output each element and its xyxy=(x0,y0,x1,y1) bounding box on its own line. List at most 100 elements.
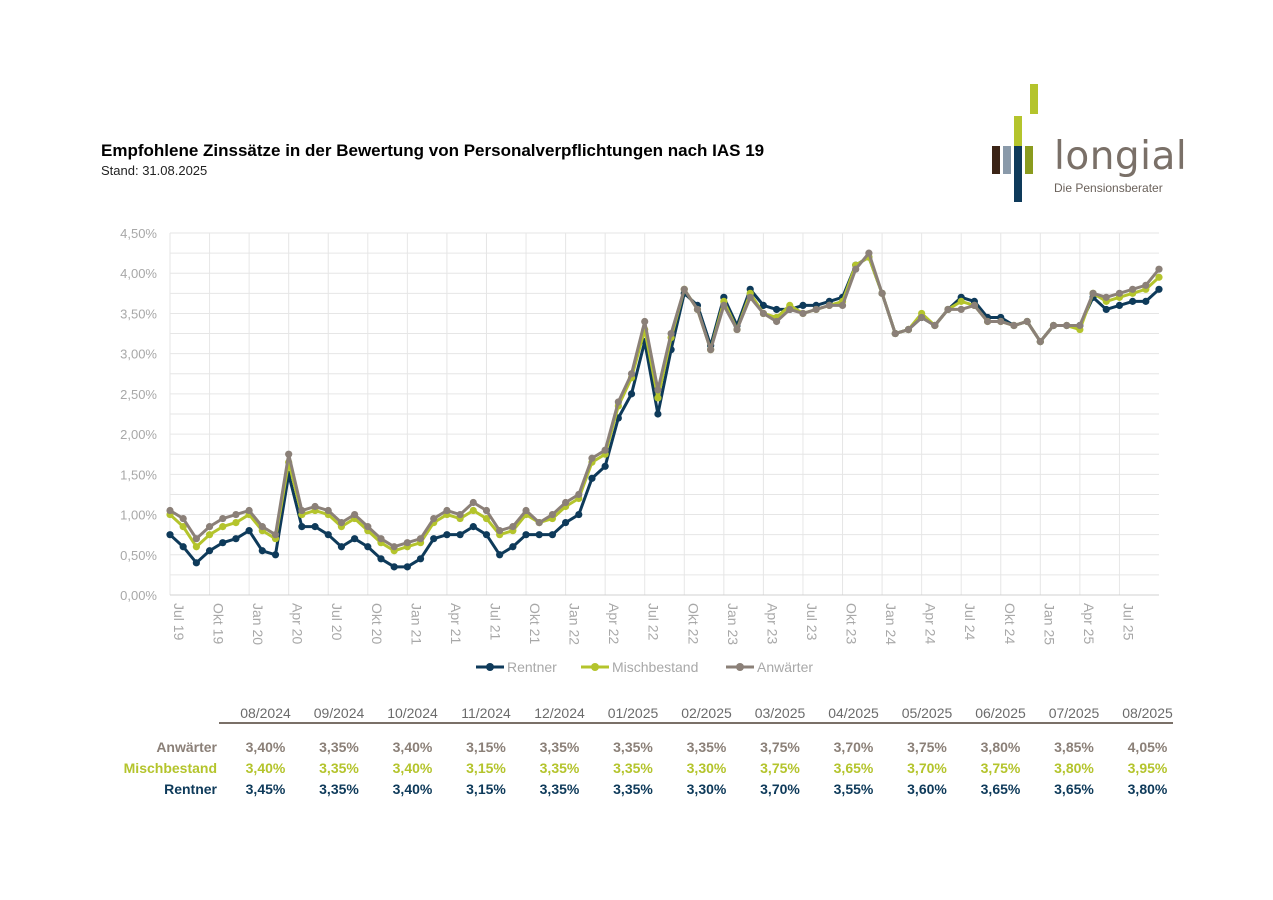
legend-label: Rentner xyxy=(507,659,557,675)
data-point-rentner xyxy=(377,555,385,563)
x-tick-label: Jul 19 xyxy=(171,603,187,641)
x-tick-label: Apr 20 xyxy=(290,603,306,644)
data-point-anwaerter xyxy=(179,514,187,523)
data-point-rentner xyxy=(482,531,491,539)
data-point-rentner xyxy=(311,523,319,531)
data-point-anwaerter xyxy=(641,317,649,326)
data-point-rentner xyxy=(324,531,332,539)
data-point-rentner xyxy=(1142,297,1150,305)
data-point-anwaerter xyxy=(588,454,596,462)
series-line-rentner xyxy=(168,255,1161,569)
data-point-rentner xyxy=(456,531,464,539)
grid xyxy=(169,232,1159,596)
data-point-anwaerter xyxy=(1115,289,1124,297)
y-tick-label: 0,50% xyxy=(120,548,157,563)
data-point-anwaerter xyxy=(772,317,781,326)
data-point-anwaerter xyxy=(192,535,200,543)
data-point-rentner xyxy=(166,531,174,539)
data-point-anwaerter xyxy=(707,346,715,354)
data-point-anwaerter xyxy=(443,506,451,515)
data-point-anwaerter xyxy=(799,309,807,318)
data-point-rentner xyxy=(232,535,240,543)
data-point-anwaerter xyxy=(1010,321,1018,330)
data-point-rentner xyxy=(1155,285,1163,293)
data-point-anwaerter xyxy=(733,325,741,334)
legend-label: Anwärter xyxy=(757,659,813,675)
data-point-rentner xyxy=(1115,301,1124,309)
series-layer xyxy=(166,249,1163,571)
data-point-anwaerter xyxy=(983,317,992,326)
logo-bar-lime-top xyxy=(1030,84,1038,114)
x-tick-label: Okt 23 xyxy=(844,603,860,644)
y-tick-label: 4,00% xyxy=(120,266,157,281)
data-point-anwaerter xyxy=(601,446,609,454)
data-point-mischbestand xyxy=(957,297,965,305)
data-point-anwaerter xyxy=(825,301,833,309)
data-point-rentner xyxy=(522,531,530,539)
data-point-anwaerter xyxy=(1036,338,1044,346)
data-point-mischbestand xyxy=(219,523,227,531)
data-point-anwaerter xyxy=(298,506,306,515)
data-point-anwaerter xyxy=(535,519,543,527)
data-point-rentner xyxy=(1129,297,1137,305)
data-point-anwaerter xyxy=(416,535,425,543)
legend: Rentner Mischbestand Anwärter xyxy=(476,659,813,675)
data-point-rentner xyxy=(601,462,609,470)
y-tick-label: 1,00% xyxy=(120,508,157,523)
data-point-anwaerter xyxy=(1089,289,1097,297)
data-point-anwaerter xyxy=(205,523,214,531)
data-point-anwaerter xyxy=(311,502,319,511)
y-tick-label: 4,50% xyxy=(120,226,157,241)
data-point-anwaerter xyxy=(878,289,886,297)
data-point-anwaerter xyxy=(258,523,266,531)
data-point-anwaerter xyxy=(1102,293,1110,301)
data-point-anwaerter xyxy=(680,285,688,293)
legend-swatch-dot xyxy=(591,663,599,671)
x-tick-label: Jul 22 xyxy=(646,603,662,641)
data-point-anwaerter xyxy=(720,301,728,309)
logo-bar-slate xyxy=(1003,146,1011,174)
data-point-anwaerter xyxy=(1049,321,1058,330)
data-point-mischbestand xyxy=(482,514,491,523)
x-tick-label: Jan 20 xyxy=(250,603,266,645)
x-tick-label: Jul 25 xyxy=(1120,603,1136,641)
data-point-rentner xyxy=(364,543,372,551)
logo-bar-lime xyxy=(1014,116,1022,146)
data-point-rentner xyxy=(298,523,306,531)
data-point-anwaerter xyxy=(548,510,557,519)
y-tick-label: 3,50% xyxy=(120,306,157,321)
data-point-rentner xyxy=(469,523,477,531)
y-tick-label: 1,50% xyxy=(120,467,157,482)
data-point-anwaerter xyxy=(219,514,227,523)
data-point-anwaerter xyxy=(337,519,346,527)
x-tick-label: Okt 19 xyxy=(211,603,227,644)
x-tick-label: Apr 22 xyxy=(606,603,622,644)
data-point-anwaerter xyxy=(865,249,873,257)
data-point-anwaerter xyxy=(931,321,939,330)
data-point-anwaerter xyxy=(746,293,754,301)
data-point-anwaerter xyxy=(1155,265,1163,273)
y-tick-label: 0,00% xyxy=(120,588,157,603)
y-tick-label: 3,00% xyxy=(120,347,157,362)
legend-swatch-dot xyxy=(736,663,744,671)
data-point-anwaerter xyxy=(1063,321,1071,330)
chart-title: Empfohlene Zinssätze in der Bewertung vo… xyxy=(101,141,765,160)
logo-bar-brown xyxy=(992,146,1000,174)
data-point-anwaerter xyxy=(324,506,332,515)
data-point-anwaerter xyxy=(456,510,464,519)
data-point-anwaerter xyxy=(1129,285,1137,293)
data-point-rentner xyxy=(403,563,411,571)
data-point-anwaerter xyxy=(1023,317,1031,326)
data-point-rentner xyxy=(535,531,543,539)
logo-bar-navy xyxy=(1014,146,1022,202)
data-point-anwaerter xyxy=(667,329,675,338)
data-point-anwaerter xyxy=(522,506,530,515)
data-point-anwaerter xyxy=(759,309,768,318)
x-tick-label: Jul 21 xyxy=(487,603,503,641)
data-point-anwaerter xyxy=(693,305,702,314)
data-point-anwaerter xyxy=(166,506,174,515)
y-axis-labels: 0,00% 0,50% 1,00% 1,50% 2,00% 2,50% 3,00% 3,50%… xyxy=(120,226,157,603)
data-point-anwaerter xyxy=(1076,321,1084,330)
legend-label: Mischbestand xyxy=(612,659,698,675)
